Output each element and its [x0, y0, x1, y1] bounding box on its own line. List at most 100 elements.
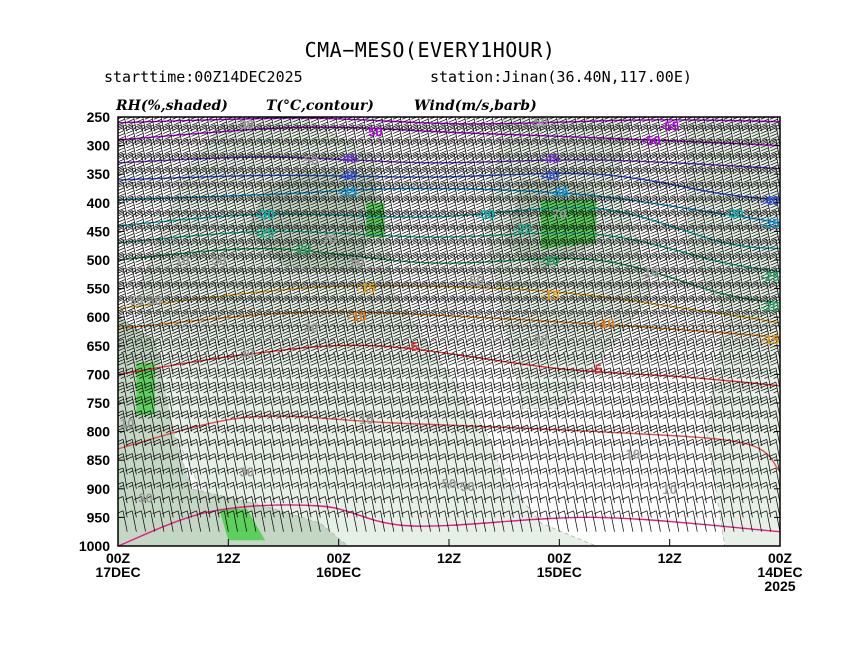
- wind-barb: [429, 117, 441, 132]
- wind-barb: [630, 124, 643, 146]
- y-tick-label: 600: [87, 309, 111, 325]
- y-tick-label: 400: [87, 195, 111, 211]
- x-tick-label: 12Z: [658, 550, 683, 566]
- temperature-contour-label: -35: [338, 184, 357, 199]
- chart-title: CMA−MESO(EVERY1HOUR): [304, 38, 556, 62]
- wind-barb: [632, 117, 643, 132]
- temperature-contour-label: -15: [357, 280, 376, 295]
- wind-barb: [309, 124, 321, 146]
- wind-barb: [503, 117, 514, 132]
- wind-barb: [244, 124, 257, 146]
- temperature-contour-label: -5: [590, 362, 602, 377]
- wind-barb: [355, 124, 367, 146]
- wind-barb: [731, 124, 744, 146]
- wind-barb: [530, 117, 542, 132]
- wind-barb: [714, 117, 726, 132]
- wind-barb: [723, 117, 735, 132]
- y-tick-label: 650: [87, 338, 111, 354]
- rh-contour-label: 10: [359, 412, 373, 427]
- wind-barb: [161, 124, 174, 146]
- wind-barb: [118, 138, 128, 160]
- temperature-contour-label: -20: [761, 299, 780, 314]
- wind-barb: [118, 117, 128, 132]
- wind-barb: [593, 124, 606, 146]
- wind-barb: [272, 138, 284, 160]
- wind-barb: [272, 124, 284, 146]
- temperature-contour-label: -30: [725, 206, 744, 221]
- wind-barb: [558, 117, 569, 132]
- wind-barb: [290, 124, 303, 146]
- wind-barb: [511, 124, 523, 146]
- wind-barb: [308, 138, 321, 160]
- x-tick-label: 12Z: [216, 550, 241, 566]
- rh-contour-label: 50: [350, 254, 364, 269]
- wind-barb: [400, 124, 413, 146]
- wind-barb: [245, 117, 257, 132]
- wind-barb: [227, 117, 238, 132]
- wind-barb: [448, 117, 459, 132]
- wind-barb: [521, 117, 533, 132]
- temperature-contour: [118, 504, 780, 546]
- wind-barb: [502, 124, 514, 146]
- wind-barb: [768, 124, 780, 146]
- y-tick-label: 550: [87, 281, 111, 297]
- y-tick-label: 950: [87, 509, 111, 525]
- wind-barb: [226, 138, 238, 160]
- y-tick-label: 850: [87, 452, 111, 468]
- temperature-legend-label: T(°C,contour): [266, 98, 374, 114]
- rh-contour-label: 50: [460, 479, 474, 494]
- temperature-contour-label: -20: [541, 253, 560, 268]
- wind-barb: [364, 138, 376, 160]
- wind-barb: [262, 138, 275, 160]
- wind-barb: [327, 138, 340, 160]
- wind-barb: [650, 117, 661, 132]
- wind-barb: [236, 117, 248, 132]
- wind-barb: [696, 117, 707, 132]
- wind-barb: [741, 124, 753, 146]
- wind-barb: [253, 138, 266, 160]
- wind-barb: [567, 117, 579, 132]
- wind-barb: [465, 124, 477, 146]
- wind-barb: [301, 117, 312, 132]
- wind-barb: [336, 124, 349, 146]
- temperature-contour: [118, 172, 780, 201]
- wind-barb: [539, 117, 551, 132]
- wind-barb: [576, 117, 588, 132]
- x-tick-label: 12Z: [437, 550, 462, 566]
- rh-contour-label: 10: [120, 416, 134, 431]
- wind-barb: [310, 117, 321, 132]
- wind-barb: [742, 117, 753, 132]
- wind-barb: [595, 117, 606, 132]
- wind-barb: [291, 117, 303, 132]
- wind-barb: [751, 117, 762, 132]
- y-tick-label: 800: [87, 424, 111, 440]
- wind-barb: [356, 117, 367, 132]
- wind-barb: [290, 138, 303, 160]
- station-label: station:Jinan(36.40N,117.00E): [430, 68, 692, 86]
- wind-barb: [722, 124, 735, 146]
- rh-contour-label: 30: [239, 346, 253, 361]
- wind-barb: [760, 117, 772, 132]
- wind-barb: [410, 124, 422, 146]
- wind-barb: [135, 117, 146, 132]
- wind-barb: [346, 117, 358, 132]
- wind-barb: [466, 117, 477, 132]
- x-tick-label: 2025: [764, 578, 795, 594]
- wind-barb: [180, 138, 192, 160]
- temperature-contour-label: -15: [541, 287, 560, 302]
- wind-legend-label: Wind(m/s,barb): [414, 98, 537, 114]
- rh-contour-label: 50: [469, 273, 483, 288]
- wind-barb: [262, 124, 275, 146]
- wind-barb: [235, 138, 248, 160]
- temperature-contour-label: -5: [406, 339, 418, 354]
- y-tick-label: 900: [87, 481, 111, 497]
- wind-barb: [217, 124, 229, 146]
- wind-barb: [189, 124, 202, 146]
- wind-barb: [172, 117, 183, 132]
- wind-barb: [355, 138, 367, 160]
- wind-barb: [456, 124, 468, 146]
- y-tick-label: 750: [87, 395, 111, 411]
- wind-barb: [181, 117, 192, 132]
- rh-contour-label: 70: [552, 207, 566, 222]
- temperature-contour-label: -25: [761, 269, 780, 284]
